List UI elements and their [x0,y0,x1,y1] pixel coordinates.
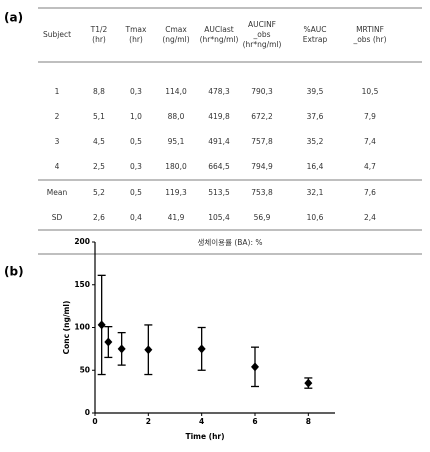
table-cell: SD [52,213,63,222]
y-axis-label: Conc (ng/ml) [62,301,71,355]
x-tick-label: 0 [92,417,97,426]
column-header: Tmax [125,25,147,34]
table-cell: 478,3 [208,87,230,96]
x-tick-label: 2 [146,417,151,426]
data-point [304,378,313,388]
y-tick-label: 150 [74,280,90,289]
table-cell: 37,6 [307,112,324,121]
table-cell: 3 [55,137,60,146]
table-cell: 491,4 [208,137,230,146]
table-cell: 56,9 [254,213,271,222]
column-header: Subject [43,30,71,39]
column-header: Extrap [303,35,328,44]
table-cell: 7,6 [364,188,376,197]
table-cell: 664,5 [208,162,230,171]
table-cell: 10,5 [362,87,379,96]
column-header: (hr*ng/ml) [200,35,239,44]
data-point [144,345,153,355]
table-cell: 8,8 [93,87,105,96]
x-tick-label: 4 [199,417,204,426]
column-header: _obs [252,30,270,39]
y-tick-label: 200 [74,237,90,246]
table-cell: 32,1 [307,188,324,197]
table-cell: 0,5 [130,188,142,197]
y-tick-label: 50 [80,365,90,374]
column-header: _obs (hr) [352,35,386,44]
table-cell: 513,5 [208,188,230,197]
table-cell: 39,5 [307,87,324,96]
table-cell: 0,4 [130,213,142,222]
column-header: AUClast [204,25,233,34]
table-cell: 10,6 [307,213,324,222]
table-cell: 16,4 [307,162,324,171]
x-tick-label: 6 [252,417,257,426]
column-header: (hr) [92,35,106,44]
table-cell: 7,9 [364,112,376,121]
table-cell: 2,5 [93,162,105,171]
table-cell: 180,0 [165,162,187,171]
column-header: T1/2 [90,25,108,34]
table-cell: 114,0 [165,87,187,96]
table-cell: 790,3 [251,87,273,96]
table-cell: 419,8 [208,112,230,121]
column-header: AUCINF [248,20,276,29]
table-cell: 105,4 [208,213,230,222]
column-header: (hr) [129,35,143,44]
table-cell: 2,6 [93,213,105,222]
data-point [197,344,206,354]
panel-label: (b) [4,265,24,279]
table-cell: 35,2 [307,137,324,146]
x-tick-label: 8 [306,417,311,426]
data-point [251,362,259,372]
table-cell: 41,9 [168,213,185,222]
table-cell: 753,8 [251,188,273,197]
table-cell: 0,3 [130,162,142,171]
table-cell: 794,9 [251,162,273,171]
table-cell: 95,1 [168,137,185,146]
table-cell: 0,5 [130,137,142,146]
column-header: MRTINF [356,25,384,34]
table-footer: 생체이용률 (BA): % [197,237,262,247]
panel-label: (a) [4,11,23,25]
table-cell: 672,2 [251,112,273,121]
table-cell: Mean [47,188,68,197]
table-cell: 2 [55,112,60,121]
y-tick-label: 0 [85,408,90,417]
x-axis-label: Time (hr) [185,432,224,441]
column-header: (hr*ng/ml) [243,40,282,49]
column-header: Cmax [165,25,187,34]
table-cell: 7,4 [364,137,376,146]
table-cell: 757,8 [251,137,273,146]
table-cell: 0,3 [130,87,142,96]
table-cell: 5,1 [93,112,105,121]
table-cell: 1,0 [130,112,142,121]
data-point [104,337,113,347]
table-cell: 88,0 [168,112,185,121]
table-cell: 2,4 [364,213,376,222]
column-header: (ng/ml) [162,35,189,44]
data-point [117,344,126,354]
y-tick-label: 100 [74,323,90,332]
table-cell: 4,7 [364,162,376,171]
table-cell: 1 [55,87,60,96]
table-cell: 4 [55,162,60,171]
table-cell: 4,5 [93,137,105,146]
column-header: %AUC [304,25,327,34]
table-cell: 119,3 [165,188,187,197]
table-cell: 5,2 [93,188,105,197]
data-point [97,320,106,330]
